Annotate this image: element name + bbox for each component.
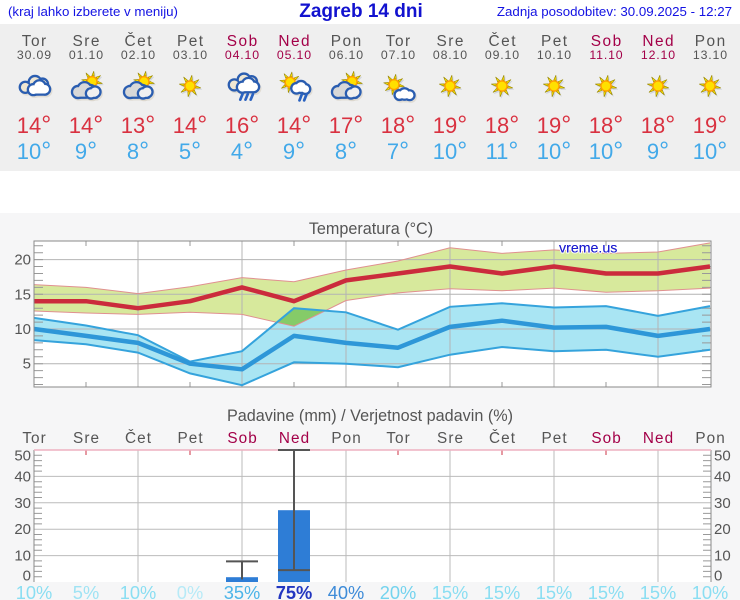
svg-text:Pon: Pon <box>331 430 362 447</box>
svg-text:15%: 15% <box>432 582 469 600</box>
svg-text:Tor: Tor <box>386 430 411 447</box>
svg-text:Sre: Sre <box>73 430 100 447</box>
svg-text:15: 15 <box>14 286 31 303</box>
svg-text:0: 0 <box>23 568 31 585</box>
svg-text:10: 10 <box>714 548 731 565</box>
svg-text:Tor: Tor <box>22 430 47 447</box>
svg-text:30: 30 <box>714 495 731 512</box>
svg-text:10: 10 <box>14 321 31 338</box>
svg-text:20: 20 <box>14 252 31 269</box>
svg-text:Ned: Ned <box>643 430 674 447</box>
svg-text:35%: 35% <box>224 582 261 600</box>
svg-text:0: 0 <box>714 568 722 585</box>
svg-text:Pet: Pet <box>177 430 203 447</box>
svg-text:20: 20 <box>714 521 731 538</box>
svg-text:Padavine (mm) / Verjetnost pad: Padavine (mm) / Verjetnost padavin (%) <box>227 407 513 425</box>
svg-text:10%: 10% <box>692 582 729 600</box>
svg-text:10%: 10% <box>120 582 157 600</box>
svg-text:40%: 40% <box>328 582 365 600</box>
svg-text:Čet: Čet <box>125 430 152 447</box>
svg-text:75%: 75% <box>276 582 313 600</box>
svg-text:0%: 0% <box>177 582 203 600</box>
svg-text:30: 30 <box>14 495 31 512</box>
svg-text:Sob: Sob <box>591 430 622 447</box>
svg-text:vreme.us: vreme.us <box>559 241 617 257</box>
svg-text:Pon: Pon <box>695 430 726 447</box>
svg-text:Ned: Ned <box>279 430 310 447</box>
svg-text:15%: 15% <box>588 582 625 600</box>
svg-text:Pet: Pet <box>541 430 567 447</box>
svg-text:5%: 5% <box>73 582 99 600</box>
svg-text:5: 5 <box>23 356 31 373</box>
svg-text:40: 40 <box>714 468 731 485</box>
svg-text:15%: 15% <box>536 582 573 600</box>
svg-text:15%: 15% <box>640 582 677 600</box>
svg-text:Sob: Sob <box>227 430 258 447</box>
svg-text:10: 10 <box>14 548 31 565</box>
svg-text:50: 50 <box>714 448 731 465</box>
svg-text:40: 40 <box>14 468 31 485</box>
svg-text:Čet: Čet <box>489 430 516 447</box>
svg-text:20%: 20% <box>380 582 417 600</box>
svg-text:vreme.us: vreme.us <box>559 241 617 257</box>
svg-text:Temperatura (°C): Temperatura (°C) <box>309 220 433 238</box>
svg-text:20: 20 <box>14 521 31 538</box>
svg-text:15%: 15% <box>484 582 521 600</box>
svg-text:50: 50 <box>14 448 31 465</box>
svg-text:Sre: Sre <box>437 430 464 447</box>
svg-text:10%: 10% <box>16 582 53 600</box>
